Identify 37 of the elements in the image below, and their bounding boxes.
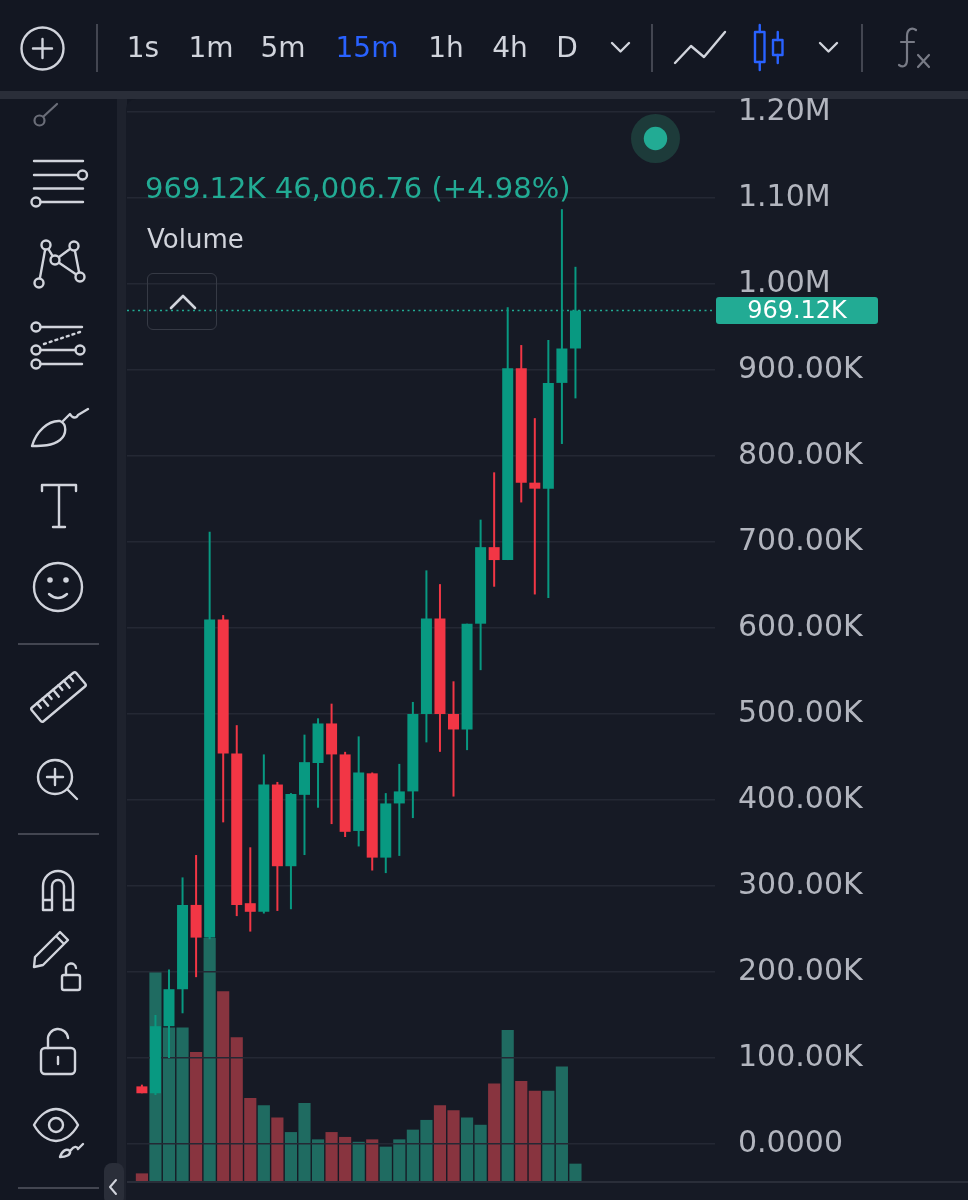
bar <box>257 1105 270 1181</box>
bar <box>352 1141 365 1181</box>
candlestick <box>529 418 541 595</box>
y-tick-label: 900.00K <box>738 349 864 385</box>
bar <box>135 1173 148 1181</box>
bar <box>271 1117 284 1181</box>
y-tick-label: 300.00K <box>738 865 864 901</box>
y-tick-label: 700.00K <box>738 521 864 557</box>
text: 1m <box>188 31 234 65</box>
bar <box>366 1139 379 1181</box>
bar <box>474 1124 487 1181</box>
bar <box>542 1090 555 1181</box>
text: 4h <box>492 31 528 65</box>
bar <box>217 991 230 1181</box>
text: 1h <box>428 31 464 65</box>
annotation: 969.12K 46,006.76 (+4.98%) <box>145 170 571 206</box>
bar <box>528 1090 541 1181</box>
bar <box>515 1081 528 1181</box>
y-tick-label: 800.00K <box>738 435 864 471</box>
y-tick-label: 500.00K <box>738 693 864 729</box>
y-tick-label: 0.0000 <box>738 1123 843 1159</box>
y-tick-label: 600.00K <box>738 607 864 643</box>
candlestick <box>244 847 256 932</box>
y-tick-label: 100.00K <box>738 1037 864 1073</box>
text: 1s <box>126 31 160 65</box>
chart-title: Volume <box>147 224 244 256</box>
text: 15m <box>335 31 399 65</box>
y-tick-label: 200.00K <box>738 951 864 987</box>
bar <box>501 1030 514 1181</box>
bar <box>488 1083 501 1181</box>
y-tick-label: 400.00K <box>738 779 864 815</box>
y-tick-label: 1.10M <box>738 177 831 213</box>
y-tick-label: 1.20M <box>738 91 831 127</box>
text: 5m <box>260 31 306 65</box>
bar <box>190 1051 203 1181</box>
bar <box>460 1117 474 1181</box>
text: D <box>556 31 578 65</box>
